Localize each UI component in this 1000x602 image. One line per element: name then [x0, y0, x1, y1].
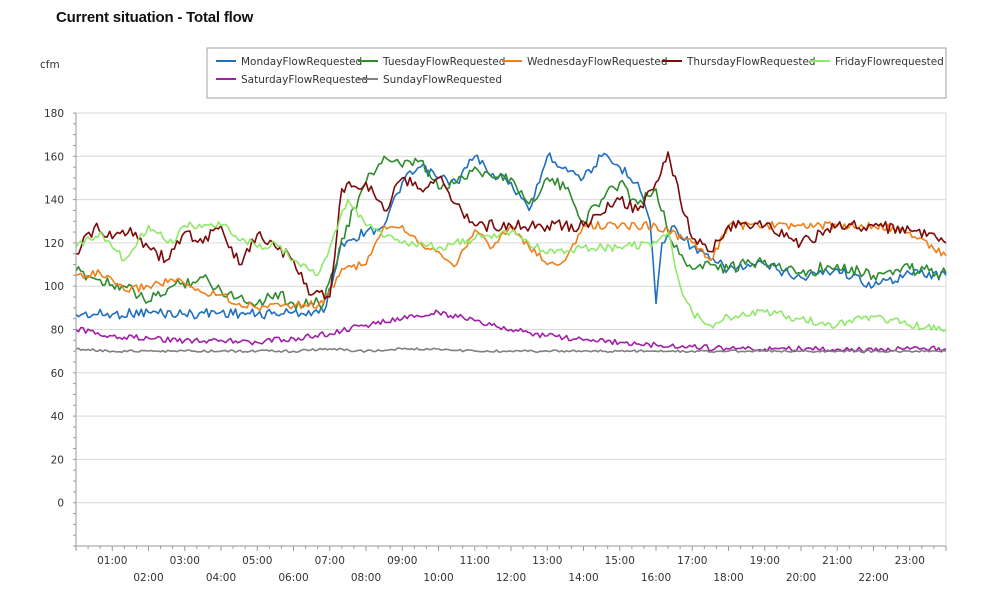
y-tick-label: 100 — [44, 281, 64, 293]
x-tick-label: 11:00 — [460, 555, 490, 567]
series-line-saturdayflowrequested — [75, 309, 947, 354]
x-tick-label: 05:00 — [242, 555, 272, 567]
axes: 0 20 40 60 80 100 120 140 160 180 01:00 03:00 05:00 0… — [44, 108, 947, 584]
y-tick-label: 120 — [44, 238, 64, 250]
x-tick-label: 21:00 — [822, 555, 852, 567]
series-lines — [75, 151, 947, 354]
x-tick-label: 16:00 — [641, 572, 671, 584]
y-tick-label: 60 — [51, 368, 64, 380]
x-tick-label: 18:00 — [713, 572, 743, 584]
series-line-tuesdayflowrequested — [75, 155, 947, 310]
y-tick-label: 140 — [44, 195, 64, 207]
page-title: Current situation - Total flow — [56, 9, 254, 26]
legend-label-sundayflowrequested: SundayFlowRequested — [383, 74, 502, 86]
y-tick-label: 160 — [44, 151, 64, 163]
y-tick-label: 0 — [57, 498, 64, 510]
x-tick-label: 17:00 — [677, 555, 707, 567]
x-tick-label: 12:00 — [496, 572, 526, 584]
x-tick-label: 04:00 — [206, 572, 236, 584]
y-tick-label: 40 — [51, 411, 64, 423]
x-tick-label: 19:00 — [750, 555, 780, 567]
x-tick-label: 15:00 — [605, 555, 635, 567]
series-line-mondayflowrequested — [75, 152, 947, 320]
legend-box — [206, 47, 947, 99]
legend-label-wednesdayflowrequested: WednesdayFlowRequested — [527, 56, 668, 68]
legend: MondayFlowRequested TuesdayFlowRequested W… — [206, 47, 947, 99]
legend-label-thursdayflowrequested: ThursdayFlowRequested — [686, 56, 816, 68]
legend-label-saturdayflowrequested: SaturdayFlowRequested — [241, 74, 368, 86]
x-tick-label: 06:00 — [278, 572, 308, 584]
legend-label-fridayflowrequested: FridayFlowrequested — [835, 56, 944, 68]
series-line-wednesdayflowrequested — [75, 220, 947, 312]
x-tick-label: 07:00 — [315, 555, 345, 567]
x-tick-label: 20:00 — [786, 572, 816, 584]
series-line-thursdayflowrequested — [75, 151, 947, 300]
x-tick-label: 10:00 — [423, 572, 453, 584]
x-tick-label: 09:00 — [387, 555, 417, 567]
x-tick-label: 23:00 — [895, 555, 925, 567]
x-tick-label: 22:00 — [858, 572, 888, 584]
x-tick-label: 01:00 — [97, 555, 127, 567]
x-tick-label: 13:00 — [532, 555, 562, 567]
legend-label-tuesdayflowrequested: TuesdayFlowRequested — [382, 56, 505, 68]
y-axis-label: cfm — [40, 59, 60, 71]
series-line-fridayflowrequested — [75, 198, 947, 332]
x-tick-label: 14:00 — [568, 572, 598, 584]
x-tick-label: 02:00 — [133, 572, 163, 584]
x-tick-label: 03:00 — [170, 555, 200, 567]
y-tick-label: 20 — [51, 454, 64, 466]
y-tick-label: 180 — [44, 108, 64, 120]
legend-label-mondayflowrequested: MondayFlowRequested — [241, 56, 362, 68]
x-tick-label: 08:00 — [351, 572, 381, 584]
series-line-sundayflowrequested — [75, 347, 947, 354]
y-tick-label: 80 — [51, 325, 64, 337]
